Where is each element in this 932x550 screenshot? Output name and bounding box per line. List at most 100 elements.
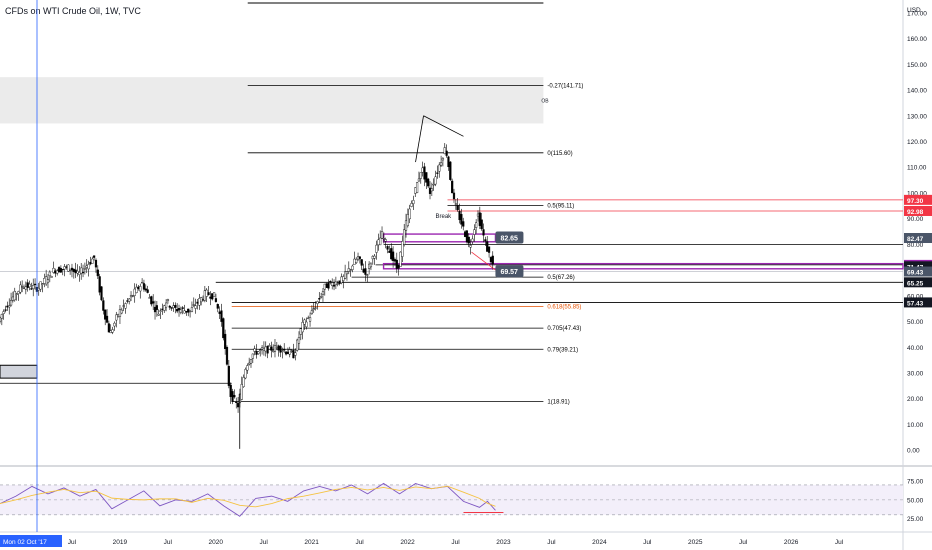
y-axis-tick: 120.00 [907, 139, 927, 146]
candle-body [364, 268, 367, 275]
candle-body [13, 291, 16, 301]
candle-body [279, 346, 282, 353]
x-axis-tick: Jul [164, 539, 173, 546]
candle-body [139, 286, 142, 292]
candle-body [227, 365, 230, 386]
candle-body [163, 305, 166, 311]
candle-body [8, 305, 11, 308]
x-axis-tick: 2020 [209, 539, 224, 546]
candle-body [37, 287, 40, 291]
candle-body [356, 256, 360, 260]
candle-body [225, 346, 229, 365]
candle-body [153, 306, 157, 313]
candle-body [81, 271, 85, 274]
y-axis-tick: 0.00 [907, 448, 920, 455]
candle-body [63, 266, 66, 270]
candle-body [299, 328, 302, 335]
candle-body [264, 346, 267, 352]
candle-body [89, 261, 92, 265]
candle-body [320, 296, 323, 298]
candle-body [401, 241, 404, 257]
candle-body [388, 250, 391, 253]
candle-body [246, 365, 249, 371]
candle-body [124, 303, 127, 309]
candle-body [478, 212, 481, 226]
candle-body [192, 304, 195, 306]
candle-body [142, 283, 146, 290]
candle-body [439, 162, 443, 166]
candle-body [380, 231, 384, 239]
candle-body [67, 264, 70, 272]
candle-body [257, 351, 260, 354]
candle-body [452, 192, 456, 200]
break-box [382, 262, 904, 270]
y-axis-tick: 170.00 [907, 10, 927, 17]
axis-price-label [904, 233, 932, 244]
rsi-line [0, 482, 496, 517]
y-axis-tick: 40.00 [907, 345, 924, 352]
candle-body [445, 150, 448, 156]
inline-price-tag [495, 265, 524, 278]
candle-body [32, 285, 35, 289]
candle-body [327, 282, 330, 289]
candle-body [109, 330, 112, 334]
candle-body [11, 296, 15, 301]
candle-body [294, 352, 297, 356]
candle-body [467, 236, 470, 244]
candle-body [399, 251, 402, 267]
candle-body [382, 238, 385, 240]
candle-body [235, 401, 238, 403]
candle-body [393, 259, 397, 262]
fib-level-label: 1(18.91) [547, 399, 569, 405]
candle-body [310, 310, 313, 315]
candle-body [9, 299, 13, 306]
candle-body [141, 282, 144, 284]
y-axis-tick: 130.00 [907, 113, 927, 120]
candle-body [375, 244, 378, 253]
candle-body [85, 265, 88, 268]
fib-level-label: 0.5(95.11) [547, 203, 574, 209]
candle-body [74, 269, 77, 274]
candle-body [358, 256, 361, 259]
candle-body [179, 309, 182, 313]
candle-body [262, 348, 266, 351]
candle-body [443, 147, 446, 154]
candle-body [290, 350, 293, 353]
candle-body [135, 286, 138, 293]
candle-body [410, 203, 413, 207]
x-axis-tick: 2022 [400, 539, 415, 546]
candle-body [270, 346, 273, 351]
candle-body [438, 164, 441, 172]
candle-body [28, 283, 31, 288]
candle-body [126, 300, 129, 302]
axis-price-label [904, 194, 932, 205]
trend-line [423, 115, 464, 137]
ob-zone-label: OB [541, 98, 549, 104]
candle-body [98, 276, 101, 293]
candle-body [240, 384, 243, 400]
crosshair-date-box [0, 535, 62, 547]
rsi-y-tick: 25.00 [907, 516, 924, 523]
x-axis-tick: 2024 [592, 539, 607, 546]
candle-body [172, 305, 175, 309]
candle-body [391, 251, 395, 261]
candle-body [427, 178, 430, 187]
candle-body [131, 295, 134, 297]
y-axis-tick: 30.00 [907, 370, 924, 377]
candle-body [266, 345, 269, 354]
candle-body [489, 257, 493, 263]
candle-body [46, 279, 50, 283]
inline-price-tag-text: 69.57 [500, 269, 518, 276]
candle-body [253, 348, 256, 352]
candle-body [449, 161, 452, 180]
candle-body [360, 259, 363, 266]
candle-body [406, 214, 409, 227]
break-box [382, 233, 497, 243]
candle-body [251, 353, 254, 359]
candle-body [482, 229, 485, 236]
candle-body [371, 256, 374, 260]
x-axis-tick: 2025 [688, 539, 703, 546]
candle-body [4, 309, 7, 311]
candle-body [386, 246, 389, 250]
